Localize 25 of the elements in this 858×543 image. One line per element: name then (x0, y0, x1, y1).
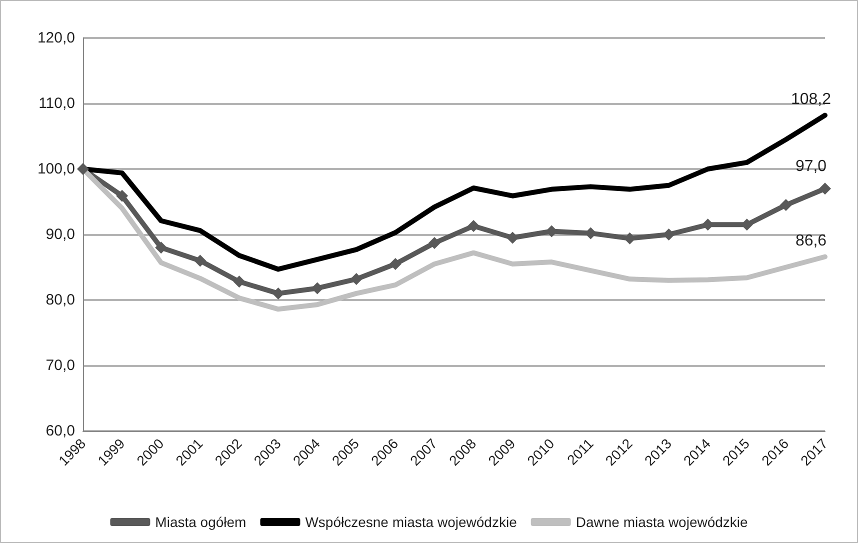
point (194, 254, 206, 267)
y-tick-label: 60,0 (46, 422, 75, 440)
point (77, 163, 89, 175)
legend-label: Dawne miasta wojewódzkie (576, 514, 748, 530)
y-tick-label: 120,0 (37, 30, 75, 46)
y-tick-label: 80,0 (46, 292, 75, 308)
data-label: 108,2 (790, 90, 832, 108)
point (819, 182, 831, 195)
y-tick-label: 110,0 (38, 95, 75, 112)
legend-label: Miasta ogółem (155, 514, 246, 530)
y-tick-label: 100,0 (37, 160, 75, 178)
point (468, 220, 480, 232)
legend-label: Współczesne miasta wojewódzkie (305, 514, 518, 530)
point (389, 258, 402, 270)
point (350, 273, 362, 286)
point (272, 287, 284, 300)
point (428, 237, 440, 250)
y-tick-label: 70,0 (46, 357, 75, 374)
point (780, 199, 792, 212)
y-tick-label: 90,0 (46, 226, 75, 243)
point (116, 190, 128, 202)
point (233, 276, 246, 288)
data-label: 97,0 (795, 158, 827, 176)
data-label: 86,6 (795, 232, 827, 250)
point (155, 242, 168, 254)
